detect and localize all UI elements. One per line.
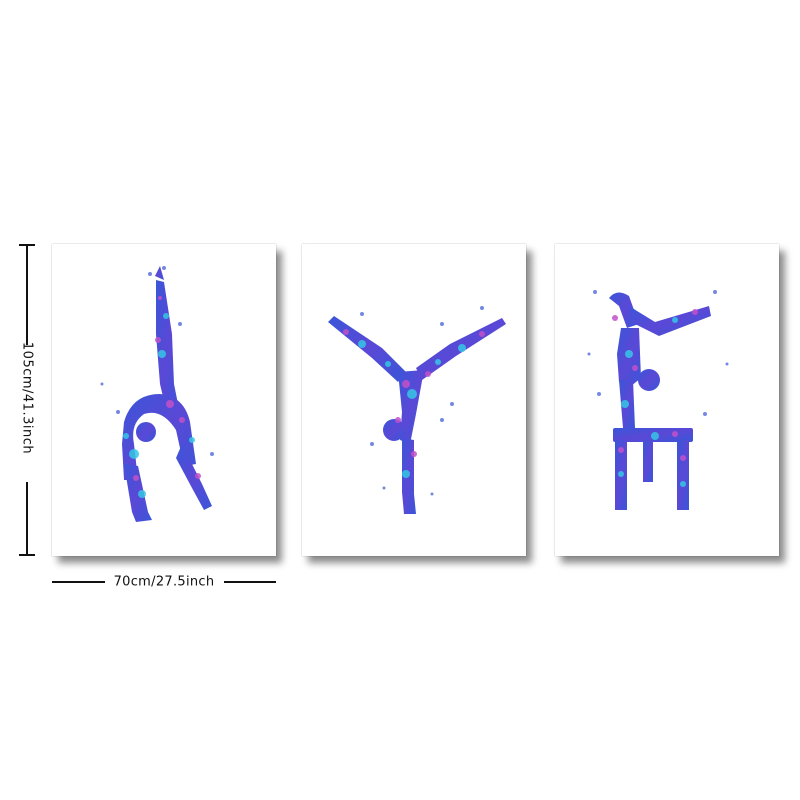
height-dimension-label: 105cm/41.3inch: [19, 341, 35, 455]
width-marker-line-right: [224, 581, 276, 583]
height-marker-bottom-cap: [19, 554, 35, 556]
height-marker-line-bottom: [26, 482, 28, 555]
height-marker-line-top: [26, 245, 28, 345]
art-panel-3: [555, 244, 779, 556]
width-dimension-label: 70cm/27.5inch: [113, 574, 215, 590]
beam-handstand-gymnast-silhouette: [587, 290, 729, 510]
backbend-gymnast-silhouette: [100, 266, 214, 522]
width-marker-line-left: [52, 581, 105, 583]
art-panel-2: [302, 244, 526, 556]
handstand-split-gymnast-silhouette: [328, 306, 506, 514]
art-panel-1: [52, 244, 276, 556]
